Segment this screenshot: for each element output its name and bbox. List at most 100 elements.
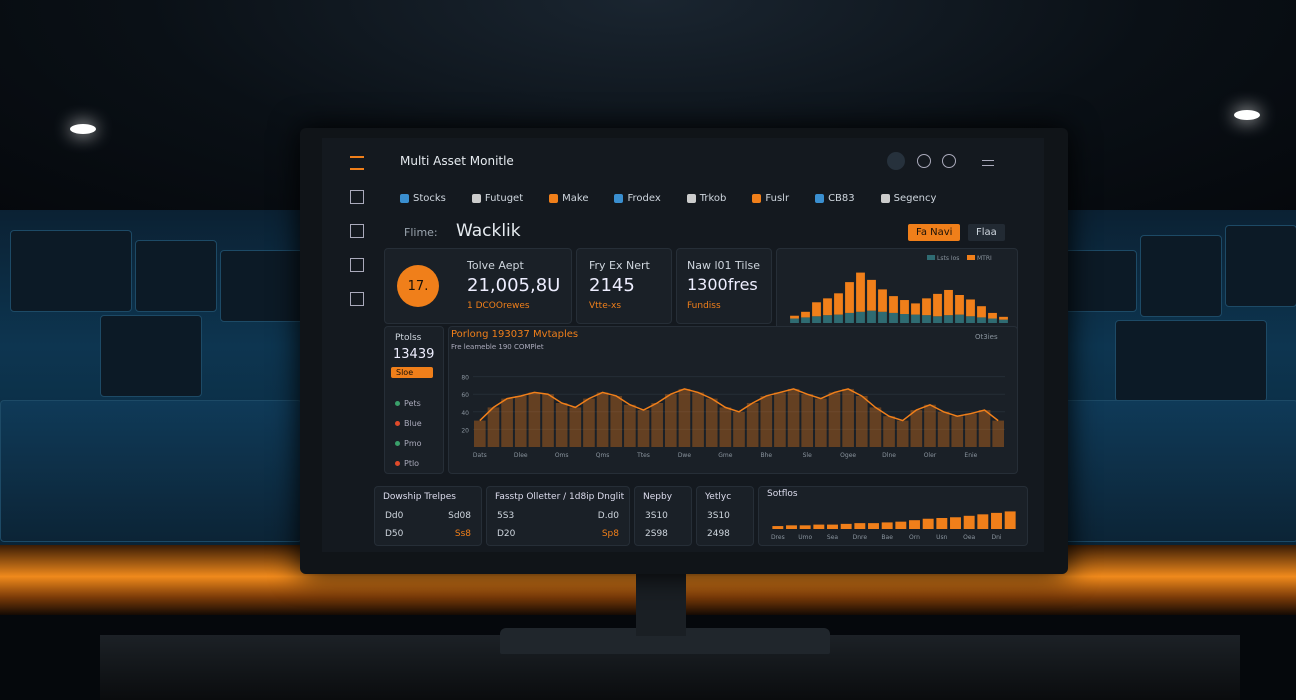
list-item[interactable]: Pmo	[395, 433, 422, 453]
x-tick-label: Oler	[924, 452, 937, 459]
list-value: 13439	[393, 347, 435, 362]
area-bar	[896, 420, 909, 447]
x-tick-label: Bae	[881, 534, 893, 541]
area-bar	[705, 398, 718, 447]
chart-panel: Porlong 193037 Mvtaples Fre leameble 190 …	[448, 326, 1018, 474]
area-bar	[733, 411, 745, 447]
bar	[933, 293, 942, 317]
primary-button[interactable]: Fa Navi	[908, 224, 961, 241]
area-chart: Porlong 193037 Mvtaples Fre leameble 190 …	[451, 329, 1005, 459]
list-dot	[395, 420, 400, 426]
sidebar-icon[interactable]	[350, 292, 364, 306]
bar	[889, 296, 898, 313]
nav-label: Trkob	[699, 192, 727, 204]
bar	[786, 525, 797, 529]
sidebar-icon[interactable]	[350, 224, 364, 238]
bar	[963, 515, 975, 529]
area-bar	[596, 392, 609, 447]
area-bar	[978, 410, 991, 447]
icon-button[interactable]	[982, 160, 994, 166]
bar	[955, 295, 964, 315]
x-tick-label: Qms	[596, 452, 610, 459]
wall-panel	[1115, 320, 1267, 402]
dashboard-screen: Multi Asset Monitle Stocks Futuget Make Fro…	[322, 138, 1044, 552]
list-dot	[395, 440, 400, 446]
bar	[999, 319, 1008, 323]
bar	[977, 306, 986, 318]
icon-button[interactable]	[942, 154, 956, 168]
bar	[840, 523, 852, 529]
bar	[801, 311, 810, 318]
bar	[812, 316, 821, 323]
nav-item[interactable]: Fuslr	[752, 190, 789, 206]
nav-item[interactable]: CB83	[815, 190, 855, 206]
kpi-badge: 17.	[397, 265, 439, 307]
bar	[944, 315, 953, 323]
menu-icon[interactable]	[350, 156, 364, 170]
area-bar	[664, 394, 677, 447]
sidebar-icon[interactable]	[350, 190, 364, 204]
page-label: Flime:	[404, 226, 438, 239]
x-tick-label: Dres	[771, 534, 785, 541]
area-bar	[910, 410, 923, 447]
y-tick-label: 60	[461, 392, 469, 399]
page-title: Wacklik	[456, 221, 521, 241]
bar	[823, 298, 832, 316]
x-tick-label: Gme	[718, 452, 732, 459]
area-bar	[501, 398, 513, 447]
x-tick-label: Dni	[991, 534, 1001, 541]
area-bar	[828, 392, 841, 447]
bar	[988, 312, 997, 319]
kpi-value: 1300fres	[687, 275, 758, 294]
kpi-value: 21,005,8U	[467, 275, 561, 296]
x-tick-label: Dlne	[882, 452, 896, 459]
table-cell: 2498	[707, 529, 730, 539]
bar	[856, 311, 865, 323]
x-tick-label: Dlee	[514, 452, 528, 459]
sidebar-icon[interactable]	[350, 258, 364, 272]
table-cell: D20	[497, 529, 516, 539]
nav-icon	[752, 193, 762, 203]
secondary-button[interactable]: Flaa	[968, 224, 1005, 241]
table-cell: Sd08	[448, 511, 471, 521]
wall-panel	[10, 230, 132, 312]
bar	[790, 315, 799, 319]
kpi-sub: Vtte-xs	[589, 301, 622, 311]
nav-item[interactable]: Frodex	[614, 190, 661, 206]
nav-icon	[686, 193, 696, 203]
wall-panel	[1065, 250, 1137, 312]
nav-item[interactable]: Segency	[880, 190, 936, 206]
list-item[interactable]: Blue	[395, 413, 422, 433]
nav-label: Fuslr	[765, 192, 790, 204]
bar	[911, 314, 920, 323]
table-cell: 3S10	[707, 511, 730, 521]
legend-label: MTRI	[977, 255, 992, 262]
x-tick-label: Orn	[909, 534, 920, 541]
bar	[856, 272, 865, 312]
table-card: Nepby 3S10 2S98	[634, 486, 692, 546]
list-dot	[395, 400, 400, 406]
list-item[interactable]: Pets	[395, 393, 422, 413]
nav-item[interactable]: Trkob	[686, 190, 727, 206]
icon-button[interactable]	[917, 154, 931, 168]
area-bar	[815, 398, 827, 447]
area-bar	[992, 420, 1004, 447]
nav-item[interactable]: Make	[549, 190, 588, 206]
legend-swatch	[967, 255, 975, 260]
icon-button[interactable]	[887, 152, 905, 170]
table-card: Yetlyc 3S10 2498	[696, 486, 754, 546]
nav-item[interactable]: Futuget	[471, 190, 523, 206]
bar	[895, 521, 907, 529]
area-bar	[774, 392, 786, 447]
area-bar	[528, 392, 541, 447]
bar	[772, 526, 784, 529]
nav-label: Stocks	[413, 192, 446, 204]
list-item[interactable]: Ptlo	[395, 453, 422, 473]
nav-item[interactable]: Stocks	[400, 190, 446, 206]
list-label: Ptlo	[404, 458, 420, 468]
legend-swatch	[927, 255, 935, 260]
bar	[881, 522, 893, 529]
kpi-label: Naw l01 Tilse	[687, 259, 761, 272]
list-button[interactable]: Sloe	[391, 367, 433, 378]
